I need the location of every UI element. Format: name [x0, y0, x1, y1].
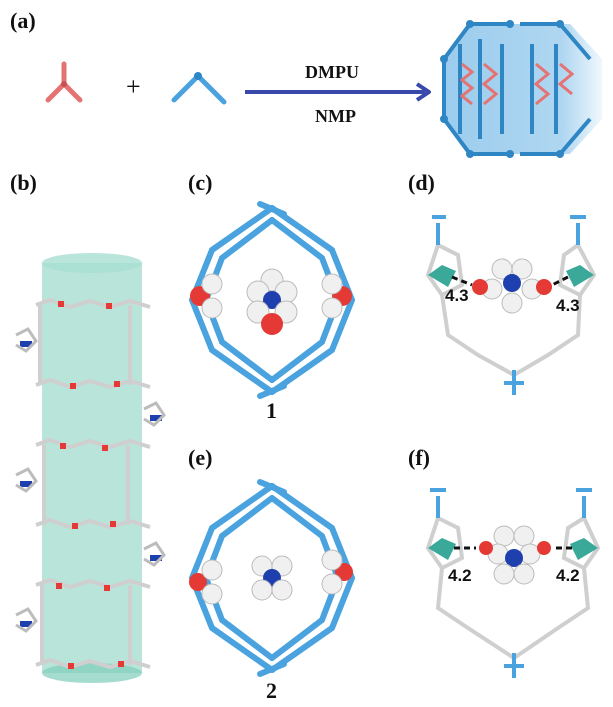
solvent-top: DMPU: [305, 62, 359, 82]
distance-f-left: 4.2: [448, 566, 472, 585]
panel-label-d: (d): [408, 170, 435, 195]
tripod-ligand: [45, 61, 83, 103]
cage-tube-product: [440, 20, 602, 158]
panel-label-a: (a): [10, 8, 36, 33]
panel-label-f: (f): [408, 445, 430, 470]
distance-d-left: 4.3: [445, 286, 469, 305]
solvent-bottom: NMP: [315, 106, 356, 126]
distance-f-right: 4.2: [556, 566, 580, 585]
plus-sign: +: [126, 72, 141, 101]
host-guest-detail-d: [425, 215, 597, 395]
reaction-arrow: [245, 82, 431, 102]
stacked-column: [15, 253, 166, 683]
distance-d-right: 4.3: [556, 296, 580, 315]
panel-label-c: (c): [188, 170, 213, 195]
compound-1-label: 1: [266, 398, 277, 423]
panel-label-e: (e): [188, 445, 213, 470]
cage-2-structure: [188, 479, 356, 677]
cage-1-structure: [188, 201, 356, 399]
host-guest-detail-f: [425, 488, 601, 678]
bent-linker: [171, 72, 227, 105]
compound-2-label: 2: [266, 678, 277, 703]
panel-label-b: (b): [10, 170, 37, 195]
